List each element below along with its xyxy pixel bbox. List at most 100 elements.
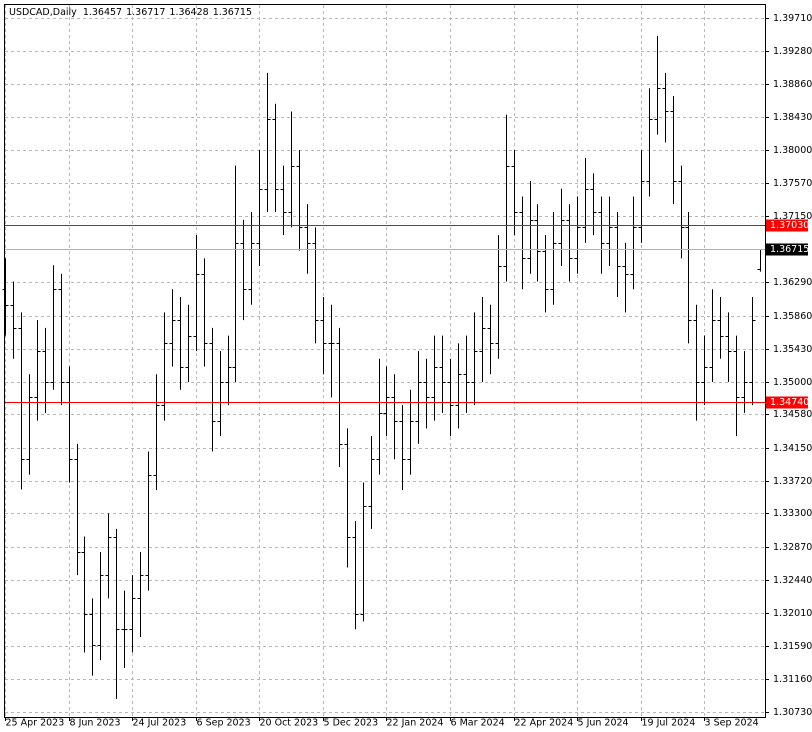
ohlc-bar <box>217 351 224 437</box>
ohlc-bar <box>471 312 478 406</box>
y-tick-label: 1.38860 <box>773 79 812 90</box>
ohlc-bar <box>630 196 637 290</box>
ohlc-bar <box>272 103 279 212</box>
ohlc-bar <box>733 335 740 437</box>
ohlc-bar <box>89 598 96 676</box>
price-level-tag <box>766 243 808 256</box>
y-tick-label: 1.35430 <box>773 344 812 355</box>
ohlc-bar <box>693 304 700 421</box>
ohlc-bar <box>74 443 81 576</box>
ohlc-bar <box>638 150 645 243</box>
ohlc-bar <box>368 436 375 529</box>
ohlc-bar <box>590 173 597 236</box>
bars <box>2 35 764 699</box>
ohlc-bar <box>558 188 565 267</box>
y-tick-label: 1.35860 <box>773 311 812 322</box>
ohlc-bar <box>662 72 669 143</box>
ohlc-bar <box>97 552 104 661</box>
ohlc-bar <box>678 165 685 259</box>
ohlc-bar <box>527 181 534 274</box>
y-tick-label: 1.36290 <box>773 277 812 288</box>
ohlc-bar <box>415 351 422 444</box>
plot-border <box>4 4 766 718</box>
ohlc-bar <box>169 289 176 367</box>
chart-title: USDCAD,Daily 1.36457 1.36717 1.36428 1.36715 <box>9 7 252 18</box>
ohlc-bar <box>725 312 732 382</box>
x-tick-label: 5 Dec 2023 <box>324 718 379 729</box>
ohlc-bar <box>193 235 200 352</box>
ohlc-bar <box>121 590 128 668</box>
ohlc-bar <box>566 204 573 282</box>
ohlc-bar <box>709 289 716 382</box>
ohlc-bar <box>288 111 295 228</box>
ohlc-bar <box>542 235 549 313</box>
price-level-label: 1.36715 <box>770 244 809 255</box>
y-tick-label: 1.31160 <box>773 674 812 685</box>
x-tick-label: 3 Sep 2024 <box>705 718 759 729</box>
ohlc-bar <box>304 204 311 274</box>
ohlc-bar <box>113 528 120 699</box>
y-tick-label: 1.38430 <box>773 112 812 123</box>
ohlc-bar <box>391 374 398 460</box>
ohlc-bar <box>622 242 629 313</box>
ohlc-bar <box>280 165 287 236</box>
ohlc-bar <box>225 335 232 406</box>
ohlc-bar <box>717 296 724 359</box>
ohlc-bar <box>185 304 192 382</box>
y-tick-label: 1.37570 <box>773 178 812 189</box>
ohlc-bar <box>248 211 255 305</box>
ohlc-bar <box>376 358 383 475</box>
ohlc-bar <box>749 296 756 406</box>
ohlc-bar <box>177 296 184 390</box>
ohlc-bar <box>447 358 454 437</box>
x-tick-label: 6 Mar 2024 <box>451 718 505 729</box>
ohlc-bar <box>463 335 470 413</box>
ohlc-bar <box>296 150 303 251</box>
ohlc-bar <box>407 389 414 475</box>
ohlc-bar <box>50 265 57 390</box>
ohlc-bar <box>137 552 144 638</box>
ohlc-bar <box>574 196 581 274</box>
ohlc-bar <box>58 273 65 406</box>
ohlc-bar <box>487 304 494 375</box>
ohlc-bar <box>312 227 319 344</box>
ohlc-bar <box>256 150 263 267</box>
ohlc-bar <box>232 165 239 382</box>
ohlc-bar <box>399 405 406 491</box>
x-tick-label: 5 Jun 2024 <box>578 718 629 729</box>
ohlc-bar <box>511 150 518 236</box>
y-tick-label: 1.32440 <box>773 575 812 586</box>
y-tick-label: 1.37150 <box>773 211 812 222</box>
ohlc-bar <box>42 327 49 413</box>
ohlc-bar <box>201 258 208 367</box>
ohlc-bar <box>495 235 502 359</box>
y-tick-label: 1.38000 <box>773 145 812 156</box>
ohlc-bar <box>439 335 446 413</box>
ohlc-bar <box>360 482 367 622</box>
price-level-label: 1.34740 <box>770 397 809 408</box>
ohlc-bar <box>670 96 677 205</box>
ohlc-bar <box>423 358 430 429</box>
ohlc-bar <box>614 211 621 297</box>
price-level-tag <box>766 219 808 232</box>
x-tick-label: 24 Jul 2023 <box>133 718 187 729</box>
ohlc-bar <box>519 196 526 290</box>
ohlc-bar <box>105 513 112 599</box>
y-tick-label: 1.30730 <box>773 707 812 718</box>
ohlc-bar <box>66 366 73 483</box>
y-tick-label: 1.32010 <box>773 608 812 619</box>
y-tick-label: 1.33300 <box>773 508 812 519</box>
x-tick-label: 6 Sep 2023 <box>197 718 251 729</box>
ohlc-bar <box>534 204 541 282</box>
ohlc-bar <box>18 312 25 490</box>
ohlc-bar <box>209 327 216 452</box>
x-tick-label: 25 Apr 2023 <box>6 718 65 729</box>
y-tick-label: 1.31590 <box>773 641 812 652</box>
ohlc-bar <box>685 211 692 344</box>
ohlc-bar <box>145 451 152 591</box>
ohlc-bar <box>646 88 653 197</box>
ohlc-bar <box>352 521 359 630</box>
ohlc-bar <box>479 296 486 382</box>
price-level-label: 1.37030 <box>770 220 809 231</box>
